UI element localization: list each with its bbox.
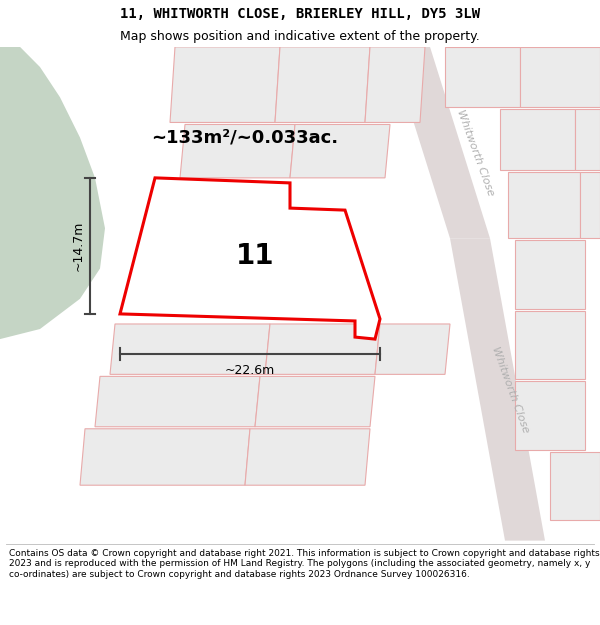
- Polygon shape: [290, 124, 390, 178]
- Text: Whitworth Close: Whitworth Close: [490, 345, 530, 434]
- Polygon shape: [515, 241, 585, 309]
- Polygon shape: [95, 376, 260, 427]
- Polygon shape: [170, 47, 280, 122]
- Polygon shape: [245, 429, 370, 485]
- Polygon shape: [500, 109, 575, 170]
- Text: Map shows position and indicative extent of the property.: Map shows position and indicative extent…: [120, 30, 480, 43]
- Polygon shape: [515, 381, 585, 450]
- Text: Whitworth Close: Whitworth Close: [455, 108, 495, 198]
- Polygon shape: [120, 178, 380, 339]
- Polygon shape: [255, 376, 375, 427]
- Polygon shape: [80, 429, 250, 485]
- Text: 11, WHITWORTH CLOSE, BRIERLEY HILL, DY5 3LW: 11, WHITWORTH CLOSE, BRIERLEY HILL, DY5 …: [120, 7, 480, 21]
- Polygon shape: [450, 238, 545, 541]
- Polygon shape: [445, 47, 520, 108]
- Polygon shape: [275, 47, 370, 122]
- Polygon shape: [520, 47, 600, 108]
- Text: Contains OS data © Crown copyright and database right 2021. This information is : Contains OS data © Crown copyright and d…: [9, 549, 599, 579]
- Text: ~133m²/~0.033ac.: ~133m²/~0.033ac.: [151, 129, 338, 147]
- Polygon shape: [580, 172, 600, 238]
- Polygon shape: [508, 172, 580, 238]
- Polygon shape: [575, 109, 600, 170]
- Polygon shape: [180, 124, 295, 178]
- Polygon shape: [110, 324, 270, 374]
- Polygon shape: [0, 47, 105, 339]
- Polygon shape: [265, 324, 380, 374]
- Polygon shape: [550, 452, 600, 521]
- Polygon shape: [390, 47, 490, 238]
- Text: ~14.7m: ~14.7m: [71, 221, 85, 271]
- Polygon shape: [365, 47, 425, 122]
- Text: ~22.6m: ~22.6m: [225, 364, 275, 377]
- Polygon shape: [515, 311, 585, 379]
- Polygon shape: [375, 324, 450, 374]
- Text: 11: 11: [236, 242, 274, 271]
